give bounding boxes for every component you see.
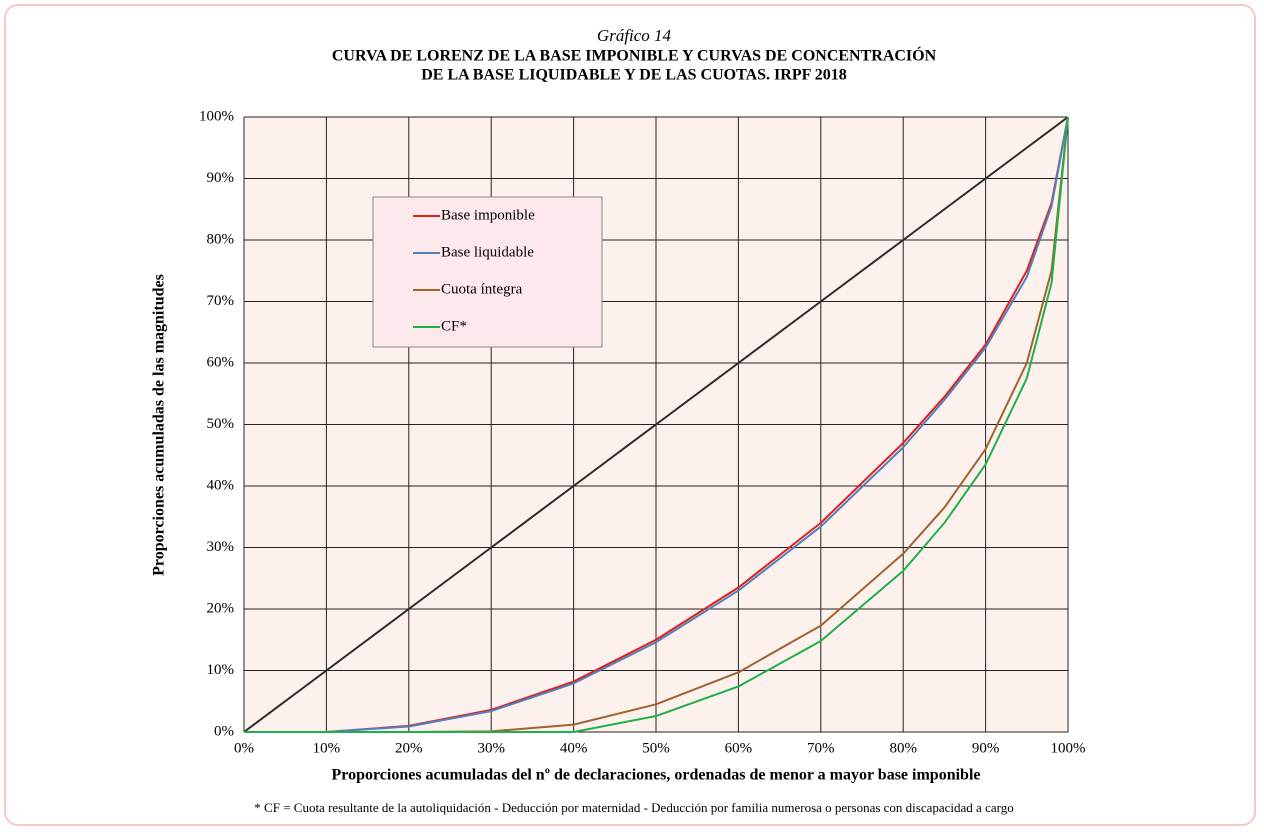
x-tick-label: 20% — [395, 740, 423, 756]
y-tick-label: 100% — [199, 108, 234, 124]
chart-subtitle: Gráfico 14 — [597, 26, 672, 45]
x-tick-label: 0% — [234, 740, 254, 756]
y-tick-label: 30% — [207, 539, 235, 555]
x-tick-label: 50% — [642, 740, 670, 756]
x-tick-label: 10% — [313, 740, 341, 756]
frame — [4, 4, 1256, 826]
y-tick-label: 70% — [207, 293, 235, 309]
x-tick-label: 70% — [807, 740, 835, 756]
y-tick-label: 0% — [214, 723, 234, 739]
legend-box — [372, 196, 603, 348]
x-tick-label: 100% — [1051, 740, 1086, 756]
series-line — [244, 116, 1069, 733]
x-tick-label: 80% — [889, 740, 917, 756]
x-axis-label: Proporciones acumuladas del nº de declar… — [331, 767, 980, 784]
footnote: * CF = Cuota resultante de la autoliquid… — [254, 800, 1013, 815]
x-tick-label: 40% — [560, 740, 588, 756]
x-tick-label: 60% — [725, 740, 753, 756]
chart-title: CURVA DE LORENZ DE LA BASE IMPONIBLE Y C… — [332, 46, 937, 65]
y-tick-label: 10% — [207, 662, 235, 678]
chart-title: DE LA BASE LIQUIDABLE Y DE LAS CUOTAS. I… — [421, 67, 847, 84]
legend-label: Base imponible — [441, 207, 535, 223]
y-tick-label: 90% — [207, 170, 235, 186]
legend-label: CF* — [441, 318, 467, 334]
series-line — [244, 116, 1069, 733]
legend-label: Base liquidable — [441, 244, 534, 260]
x-tick-label: 30% — [477, 740, 505, 756]
y-tick-label: 20% — [207, 600, 235, 616]
y-tick-label: 40% — [207, 477, 235, 493]
x-tick-label: 90% — [972, 740, 1000, 756]
y-axis-label: Proporciones acumuladas de las magnitude… — [151, 274, 168, 576]
series-line — [243, 116, 1069, 733]
legend-label: Cuota íntegra — [441, 281, 523, 297]
y-tick-label: 80% — [207, 231, 235, 247]
y-tick-label: 50% — [207, 416, 235, 432]
y-tick-label: 60% — [207, 354, 235, 370]
